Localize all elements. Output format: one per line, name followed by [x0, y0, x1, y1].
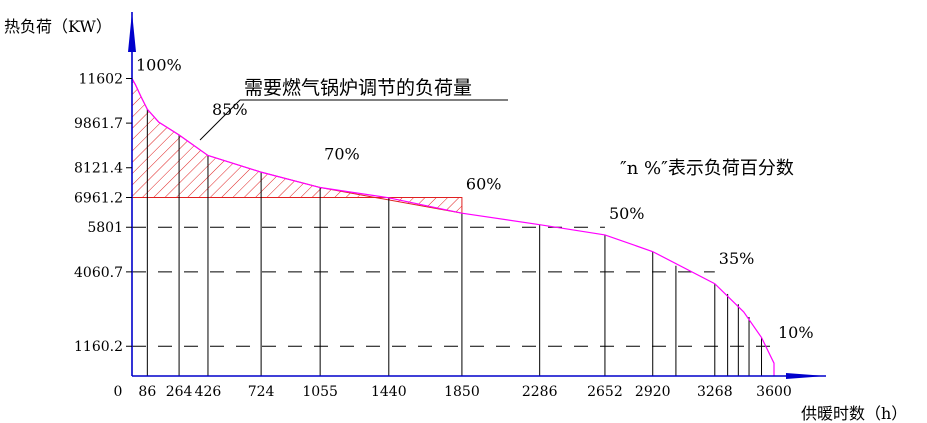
x-tick-label: 724 — [248, 384, 275, 400]
x-tick-label: 2286 — [522, 384, 558, 400]
percent-labels-group: 100%85%70%60%50%35%10% — [136, 55, 814, 342]
vertical-lines-group — [146, 109, 763, 376]
x-tick-label: 264 — [166, 384, 193, 400]
y-tick-label: 11602 — [78, 71, 123, 87]
hatch-label-leader — [199, 99, 241, 141]
hatch-label: 需要燃气锅炉调节的负荷量 — [244, 77, 472, 99]
y-tick-label: 9861.7 — [74, 116, 123, 132]
x-tick-label: 2652 — [587, 384, 623, 400]
percent-label: 35% — [719, 249, 755, 268]
x-axis-arrow — [786, 373, 826, 379]
axes-group — [128, 12, 826, 379]
x-tick-label: 1850 — [444, 384, 480, 400]
y-axis-arrow — [128, 12, 136, 52]
x-tick-labels-group: 0 86 264 426 724 1055 1440 1850 2286 2652 2920 3268… — [114, 384, 792, 400]
x-tick-label: 426 — [195, 384, 222, 400]
y-axis-label: 热负荷（KW） — [4, 17, 112, 36]
y-tick-label: 8121.4 — [74, 161, 123, 177]
percent-label: 70% — [324, 145, 360, 164]
percent-label: 100% — [136, 55, 182, 74]
percent-label: 50% — [609, 204, 645, 223]
y-tick-label: 1160.2 — [74, 339, 123, 355]
y-tick-label: 5801 — [87, 220, 123, 236]
x-axis-label: 供暖时数（h） — [801, 404, 907, 423]
curve-group — [131, 78, 775, 376]
percent-label: 10% — [778, 323, 814, 342]
x-tick-label: 3268 — [697, 384, 733, 400]
x-tick-label: 1440 — [371, 384, 407, 400]
x-tick-label: 2920 — [635, 384, 671, 400]
x-tick-label: 86 — [138, 384, 156, 400]
y-tick-labels-group: 11602 9861.7 8121.4 6961.2 5801 4060.7 1160.2 — [74, 71, 132, 355]
load-duration-curve — [131, 78, 775, 376]
x-tick-label: 0 — [114, 384, 123, 400]
y-tick-label: 4060.7 — [74, 265, 123, 281]
y-tick-label: 6961.2 — [74, 190, 123, 206]
percent-label: 60% — [466, 174, 502, 193]
dashed-levels-group — [132, 226, 774, 347]
legend-note: ″n %″表示负荷百分数 — [620, 158, 794, 179]
x-tick-label: 1055 — [302, 384, 338, 400]
x-tick-label: 3600 — [756, 384, 792, 400]
